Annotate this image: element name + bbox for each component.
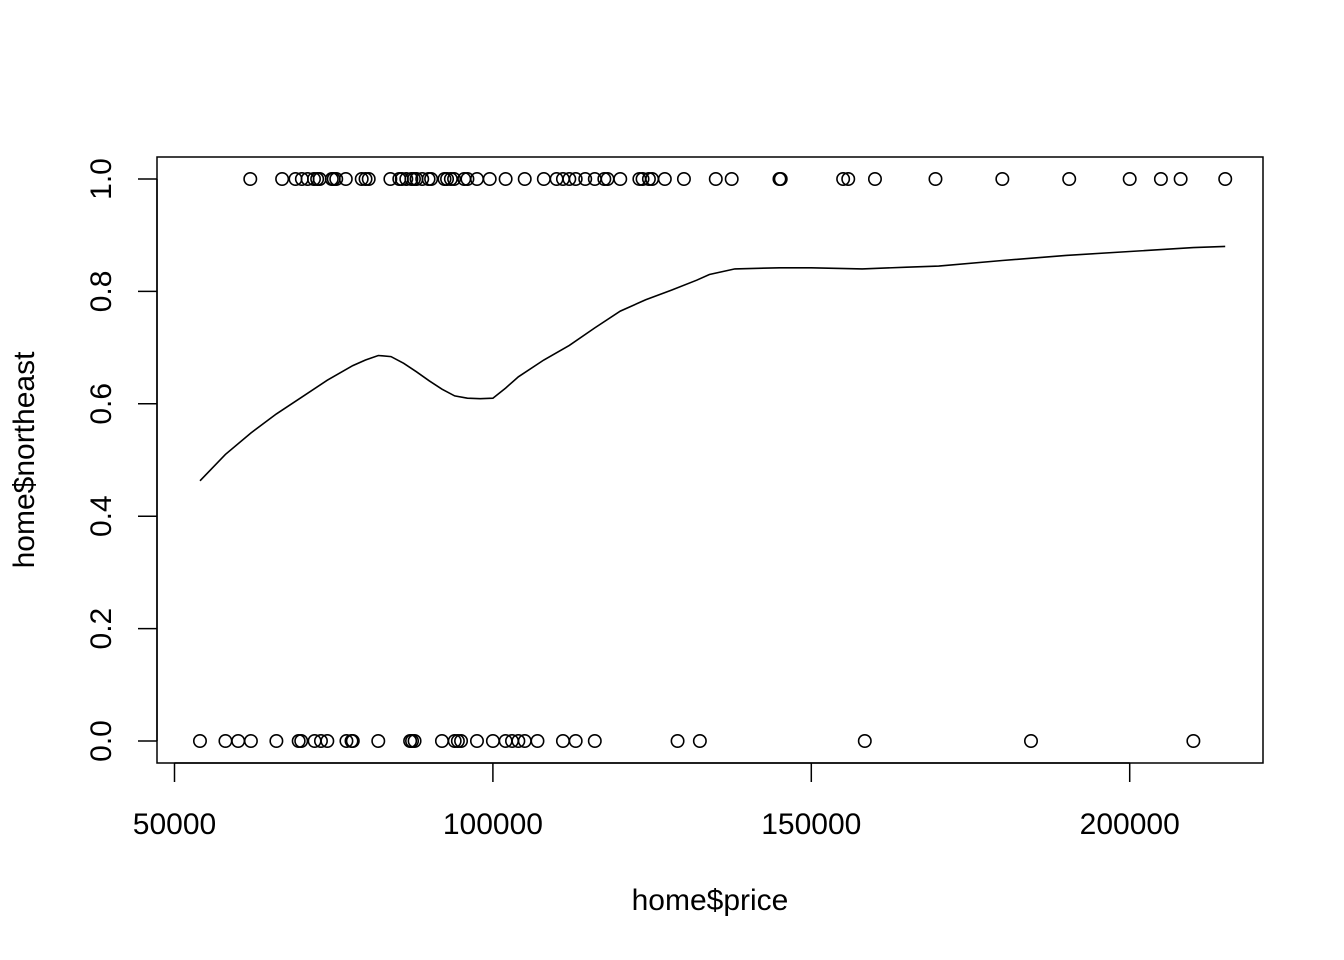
data-point — [928, 172, 943, 187]
data-point — [339, 733, 354, 748]
data-point — [841, 172, 856, 187]
data-point — [460, 172, 475, 187]
data-point — [597, 172, 612, 187]
plot-frame — [156, 156, 1264, 764]
data-point — [773, 172, 788, 187]
smooth-line — [199, 245, 1226, 482]
x-axis: 50000 100000 150000 200000 — [133, 762, 1180, 841]
data-point — [1173, 172, 1188, 187]
data-point — [600, 172, 615, 187]
data-point — [692, 733, 707, 748]
data-point — [645, 172, 660, 187]
data-point — [371, 733, 386, 748]
data-point — [670, 733, 685, 748]
data-point — [440, 172, 455, 187]
y-tick-label: 0.0 — [85, 720, 118, 762]
x-tick-label: 200000 — [1080, 808, 1180, 841]
data-point — [1023, 733, 1038, 748]
data-point — [1122, 172, 1137, 187]
data-point — [407, 733, 422, 748]
data-point — [383, 172, 398, 187]
data-point — [562, 172, 577, 187]
x-tick-label: 150000 — [761, 808, 861, 841]
data-point — [320, 733, 335, 748]
data-point — [836, 172, 851, 187]
data-point — [450, 733, 465, 748]
data-point — [415, 172, 430, 187]
data-point — [192, 733, 207, 748]
data-point — [555, 733, 570, 748]
data-point — [676, 172, 691, 187]
data-point — [482, 172, 497, 187]
y-axis: 0.0 0.2 0.4 0.6 0.8 1.0 — [85, 158, 158, 762]
y-tick-label: 1.0 — [85, 158, 118, 200]
data-point — [454, 733, 469, 748]
data-point — [294, 733, 309, 748]
data-point — [361, 172, 376, 187]
data-point — [345, 733, 360, 748]
data-point — [231, 733, 246, 748]
data-point — [517, 172, 532, 187]
data-point — [568, 733, 583, 748]
data-point — [1062, 172, 1077, 187]
data-point — [399, 172, 414, 187]
data-point — [1218, 172, 1233, 187]
data-point — [424, 172, 439, 187]
smoothed-lines — [199, 245, 1226, 482]
data-point — [313, 733, 328, 748]
data-point — [867, 172, 882, 187]
y-tick-label: 0.2 — [85, 608, 118, 650]
data-point — [511, 733, 526, 748]
data-point — [354, 172, 369, 187]
data-point — [498, 172, 513, 187]
data-point — [578, 172, 593, 187]
data-point — [447, 172, 462, 187]
x-tick-label: 100000 — [443, 808, 543, 841]
data-point — [269, 733, 284, 748]
data-point — [635, 172, 650, 187]
data-point — [243, 733, 258, 748]
data-point — [530, 733, 545, 748]
data-point — [657, 172, 672, 187]
data-point — [724, 172, 739, 187]
data-point — [275, 172, 290, 187]
data-point — [568, 172, 583, 187]
data-point — [469, 172, 484, 187]
data-point — [857, 733, 872, 748]
data-point — [243, 172, 258, 187]
data-point — [708, 172, 723, 187]
data-point — [485, 733, 500, 748]
y-axis-title: home$northeast — [8, 351, 41, 568]
y-tick-label: 0.6 — [85, 383, 118, 425]
y-tick-label: 0.8 — [85, 271, 118, 313]
data-point — [469, 733, 484, 748]
data-point — [218, 733, 233, 748]
y-tick-label: 0.4 — [85, 495, 118, 537]
data-point — [434, 733, 449, 748]
data-point — [1186, 733, 1201, 748]
data-point — [1153, 172, 1168, 187]
data-point — [995, 172, 1010, 187]
x-tick-label: 50000 — [133, 808, 216, 841]
data-point — [536, 172, 551, 187]
data-point — [329, 172, 344, 187]
data-points — [192, 172, 1233, 748]
data-point — [613, 172, 628, 187]
data-point — [587, 733, 602, 748]
data-point — [338, 172, 353, 187]
x-axis-title: home$price — [632, 884, 789, 917]
